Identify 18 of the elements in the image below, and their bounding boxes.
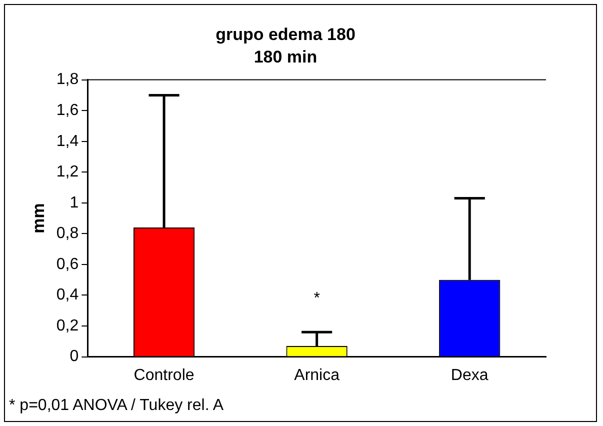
x-tick-label: Controle (134, 366, 194, 384)
y-axis-title: mm (28, 203, 48, 234)
y-tick-label: 0,8 (56, 225, 79, 242)
y-tick-label: 1,8 (56, 71, 79, 88)
annotation: * (314, 290, 320, 308)
y-tick-label: 0,4 (56, 286, 79, 304)
y-tick-label: 0,6 (56, 256, 79, 273)
y-tick-label: 0 (70, 348, 79, 366)
chart-title: grupo edema 180 (216, 24, 356, 44)
y-tick-label: 1,4 (56, 132, 79, 150)
chart-subtitle: 180 min (254, 47, 318, 66)
y-tick-label: 1,2 (56, 164, 79, 181)
text: * p=0,01 ANOVA / Tukey rel. A (9, 397, 224, 415)
x-tick-label: Dexa (450, 366, 488, 384)
y-tick-label: 1 (70, 194, 79, 212)
x-tick-label: Arnica (294, 366, 340, 384)
y-tick-label: 0,2 (56, 317, 79, 334)
y-tick-label: 1,6 (56, 102, 79, 119)
